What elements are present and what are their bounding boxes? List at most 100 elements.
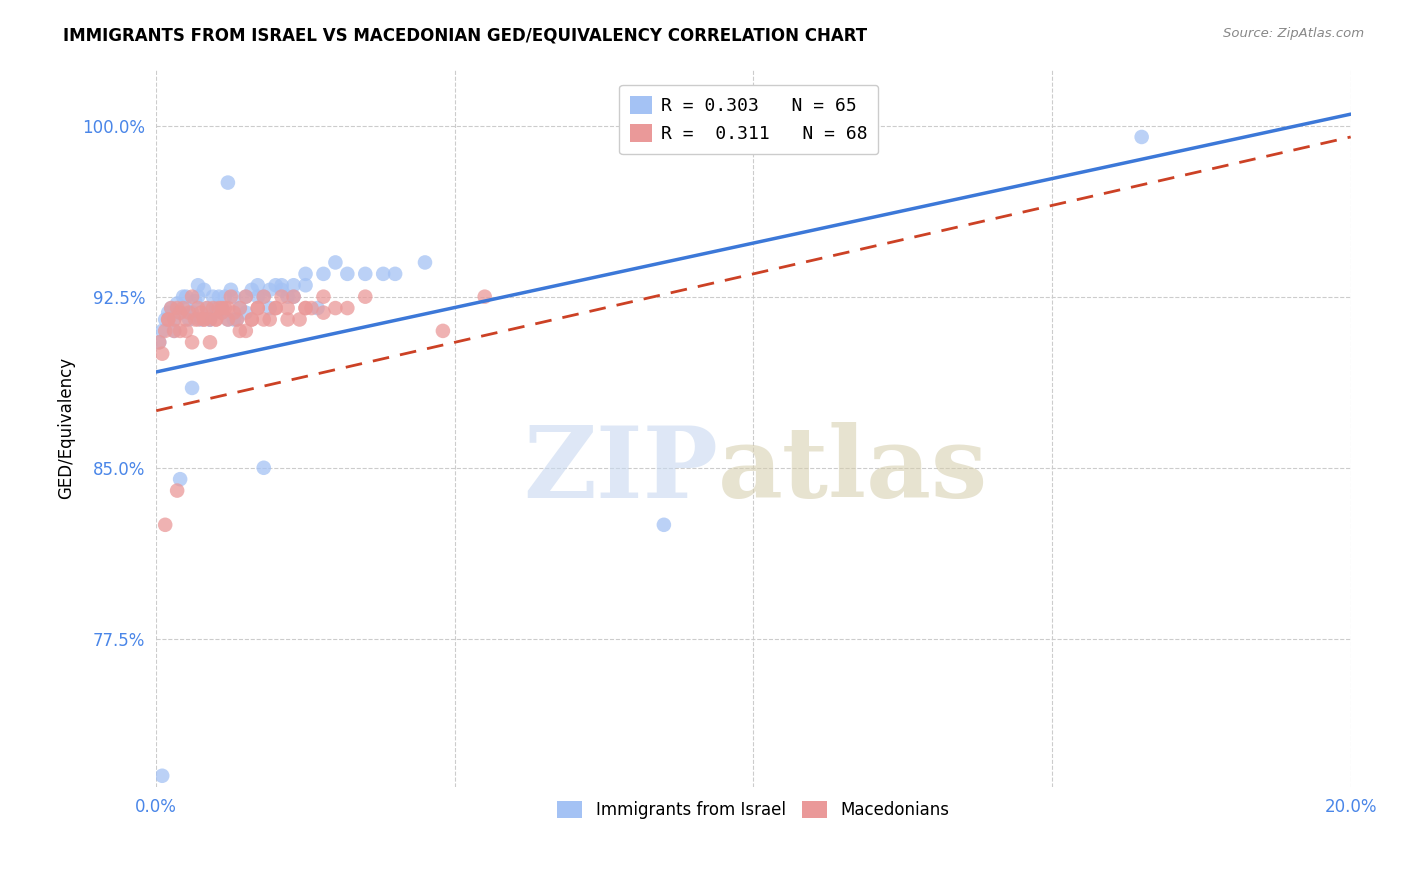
Point	[294, 301, 316, 315]
Point	[294, 301, 316, 315]
Point	[181, 381, 204, 395]
Point	[150, 769, 173, 783]
Point	[211, 305, 233, 319]
Point	[432, 324, 454, 338]
Point	[235, 324, 257, 338]
Point	[294, 278, 316, 293]
Point	[157, 312, 180, 326]
Point	[1130, 130, 1153, 145]
Point	[217, 312, 239, 326]
Point	[193, 283, 215, 297]
Point	[222, 305, 245, 319]
Point	[240, 312, 263, 326]
Point	[166, 483, 188, 498]
Point	[253, 290, 276, 304]
Point	[160, 301, 183, 315]
Point	[225, 312, 247, 326]
Point	[259, 283, 281, 297]
Point	[198, 312, 221, 326]
Point	[169, 472, 191, 486]
Point	[177, 312, 200, 326]
Point	[190, 305, 212, 319]
Point	[166, 301, 188, 315]
Point	[187, 301, 209, 315]
Point	[229, 301, 252, 315]
Point	[264, 301, 287, 315]
Point	[354, 290, 377, 304]
Point	[181, 305, 204, 319]
Point	[219, 283, 242, 297]
Point	[246, 301, 269, 315]
Point	[184, 312, 207, 326]
Point	[217, 312, 239, 326]
Point	[283, 278, 305, 293]
Point	[219, 290, 242, 304]
Text: ZIP: ZIP	[523, 423, 717, 519]
Point	[187, 290, 209, 304]
Point	[172, 301, 194, 315]
Point	[190, 312, 212, 326]
Point	[211, 301, 233, 315]
Point	[474, 290, 496, 304]
Text: atlas: atlas	[717, 423, 988, 519]
Point	[229, 324, 252, 338]
Point	[336, 301, 359, 315]
Point	[222, 290, 245, 304]
Point	[652, 517, 675, 532]
Point	[177, 305, 200, 319]
Point	[283, 290, 305, 304]
Point	[312, 290, 335, 304]
Point	[211, 301, 233, 315]
Point	[312, 267, 335, 281]
Point	[246, 278, 269, 293]
Point	[198, 335, 221, 350]
Point	[259, 301, 281, 315]
Point	[264, 301, 287, 315]
Point	[270, 278, 292, 293]
Point	[413, 255, 436, 269]
Point	[198, 312, 221, 326]
Point	[336, 267, 359, 281]
Text: IMMIGRANTS FROM ISRAEL VS MACEDONIAN GED/EQUIVALENCY CORRELATION CHART: IMMIGRANTS FROM ISRAEL VS MACEDONIAN GED…	[63, 27, 868, 45]
Point	[288, 312, 311, 326]
Point	[235, 290, 257, 304]
Point	[193, 312, 215, 326]
Point	[187, 278, 209, 293]
Point	[205, 301, 228, 315]
Point	[166, 296, 188, 310]
Point	[246, 290, 269, 304]
Point	[325, 301, 347, 315]
Point	[174, 301, 197, 315]
Point	[214, 301, 236, 315]
Point	[157, 305, 180, 319]
Point	[240, 312, 263, 326]
Point	[246, 301, 269, 315]
Point	[222, 312, 245, 326]
Point	[174, 290, 197, 304]
Point	[201, 301, 224, 315]
Point	[240, 283, 263, 297]
Point	[181, 290, 204, 304]
Point	[163, 312, 186, 326]
Point	[253, 312, 276, 326]
Y-axis label: GED/Equivalency: GED/Equivalency	[58, 357, 75, 499]
Point	[283, 290, 305, 304]
Point	[160, 301, 183, 315]
Point	[198, 312, 221, 326]
Point	[174, 324, 197, 338]
Point	[325, 255, 347, 269]
Point	[157, 312, 180, 326]
Point	[163, 324, 186, 338]
Point	[277, 290, 299, 304]
Point	[229, 301, 252, 315]
Point	[277, 312, 299, 326]
Point	[187, 312, 209, 326]
Point	[307, 301, 329, 315]
Point	[201, 290, 224, 304]
Point	[211, 305, 233, 319]
Point	[174, 312, 197, 326]
Point	[294, 267, 316, 281]
Point	[163, 312, 186, 326]
Point	[217, 301, 239, 315]
Point	[259, 312, 281, 326]
